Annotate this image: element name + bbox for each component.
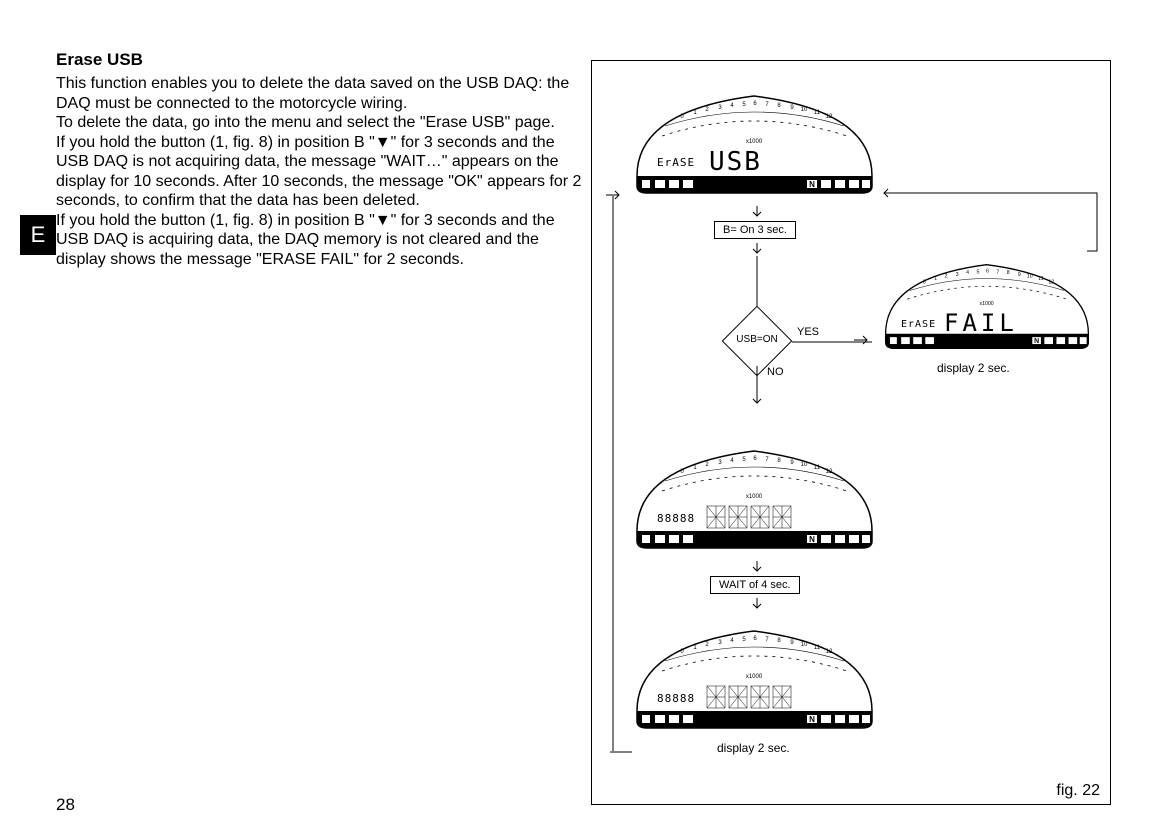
arrow-down-icon (750, 559, 764, 575)
svg-text:10: 10 (801, 107, 808, 113)
svg-text:11: 11 (814, 465, 821, 471)
flow-line-bottom (610, 749, 632, 755)
svg-text:N: N (809, 715, 815, 724)
flow-line-return (892, 191, 1102, 256)
svg-text:1: 1 (934, 276, 937, 282)
svg-text:x1000: x1000 (746, 674, 763, 680)
arrow-down-icon (750, 596, 764, 612)
cluster1-big-text: USB (709, 147, 762, 177)
dashboard-cluster-4: 0123 4567 89101112 x1000 N ErASE FAIL (877, 251, 1097, 356)
svg-text:4: 4 (966, 270, 969, 276)
svg-text:2: 2 (945, 274, 948, 280)
arrow-down-icon (750, 204, 764, 220)
section-heading: Erase USB (56, 50, 586, 70)
flow-step-1: B= On 3 sec. (714, 221, 796, 239)
paragraph-4: If you hold the button (1, fig. 8) in po… (56, 211, 586, 270)
svg-text:12: 12 (826, 649, 833, 655)
svg-text:N: N (1034, 338, 1039, 345)
svg-text:N: N (809, 535, 815, 544)
cluster4-big-text: FAIL (944, 309, 1018, 337)
paragraph-2: To delete the data, go into the menu and… (56, 113, 586, 133)
dashboard-cluster-2: 0123 4567 89101112 x1000 N (627, 436, 882, 556)
flow-line-left (610, 196, 616, 751)
svg-text:11: 11 (814, 110, 821, 116)
page-container: E Erase USB This function enables you to… (0, 0, 1166, 827)
svg-text:6: 6 (986, 268, 989, 274)
decision-diamond: USB=ON (722, 316, 792, 366)
text-column: Erase USB This function enables you to d… (56, 50, 586, 269)
cluster3-caption: display 2 sec. (717, 741, 790, 755)
dashboard-cluster-1: 0123 4567 89101112 x1000 N ErASE USB (627, 81, 882, 201)
svg-text:x1000: x1000 (980, 301, 994, 307)
svg-text:x1000: x1000 (746, 494, 763, 500)
cluster3-small-text: 88888 (657, 692, 695, 705)
figure-box: 0123 4567 89101112 x1000 N ErASE USB (591, 60, 1111, 805)
svg-text:10: 10 (1027, 274, 1033, 280)
svg-text:5: 5 (977, 269, 980, 275)
rpm-multiplier-label: x1000 (746, 139, 763, 145)
cluster-svg-icon: 0123 4567 89101112 x1000 N (627, 436, 882, 556)
svg-text:10: 10 (801, 462, 808, 468)
svg-text:8: 8 (1007, 270, 1010, 276)
paragraph-1: This function enables you to delete the … (56, 74, 586, 113)
svg-text:11: 11 (1038, 276, 1043, 282)
cluster-svg-icon: 0123 4567 89101112 x1000 N (627, 616, 882, 736)
cluster4-caption: display 2 sec. (937, 361, 1010, 375)
language-tab-label: E (31, 222, 46, 248)
no-label: NO (767, 366, 784, 378)
cluster-svg-icon: 0123 4567 89101112 x1000 N (877, 251, 1097, 356)
page-number: 28 (56, 795, 75, 815)
cluster1-small-text: ErASE (657, 156, 695, 169)
language-tab: E (20, 215, 56, 255)
svg-text:10: 10 (801, 642, 808, 648)
svg-text:3: 3 (956, 272, 959, 278)
cluster-svg-icon: 0123 4567 89101112 x1000 N (627, 81, 882, 201)
figure-label: fig. 22 (1056, 782, 1100, 800)
flow-step-2: WAIT of 4 sec. (710, 576, 800, 594)
arrow-down-icon (750, 241, 764, 257)
yes-label: YES (797, 326, 819, 338)
cluster2-small-text: 88888 (657, 512, 695, 525)
svg-text:12: 12 (826, 114, 833, 120)
decision-label: USB=ON (722, 334, 792, 345)
cluster4-small-text: ErASE (901, 319, 936, 330)
svg-text:7: 7 (996, 269, 999, 275)
svg-text:0: 0 (923, 280, 926, 286)
svg-text:N: N (809, 180, 815, 189)
svg-text:9: 9 (1018, 272, 1021, 278)
flow-line (755, 366, 759, 396)
arrow-left-icon (882, 187, 896, 199)
dashboard-cluster-3: 0123 4567 89101112 x1000 N (627, 616, 882, 736)
svg-text:12: 12 (826, 469, 833, 475)
arrow-right-icon (852, 334, 872, 346)
svg-text:12: 12 (1048, 280, 1054, 286)
paragraph-3: If you hold the button (1, fig. 8) in po… (56, 133, 586, 211)
svg-text:11: 11 (814, 645, 821, 651)
